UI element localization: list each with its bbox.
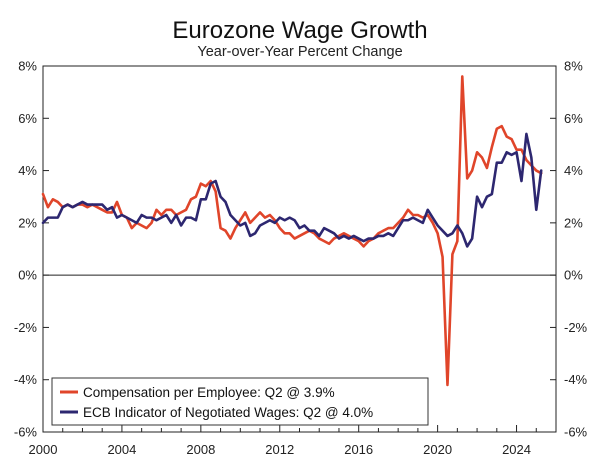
legend-label-negotiated-wages: ECB Indicator of Negotiated Wages: Q2 @ …	[83, 405, 373, 420]
x-tick-label: 2000	[29, 442, 58, 457]
legend-label-compensation: Compensation per Employee: Q2 @ 3.9%	[83, 385, 335, 400]
axes: -6% -6% -4% -4% -2% -2% 0% 0% 2% 2% 4% 4% 6% 6% 8% 8% 20…	[14, 59, 588, 458]
y-tick-label-right: -4%	[564, 372, 588, 387]
series-line-compensation	[41, 75, 543, 387]
y-tick-label-right: 2%	[564, 215, 583, 230]
series-line-negotiated-wages	[41, 132, 543, 248]
y-tick-label-right: 4%	[564, 163, 583, 178]
chart-subtitle: Year-over-Year Percent Change	[197, 44, 402, 60]
x-tick-label: 2024	[502, 442, 531, 457]
x-tick-label: 2016	[344, 442, 373, 457]
legend: Compensation per Employee: Q2 @ 3.9% ECB…	[51, 377, 429, 426]
y-tick-label-right: 8%	[564, 59, 583, 74]
x-tick-label: 2008	[186, 442, 215, 457]
y-tick-label-left: 4%	[18, 163, 37, 178]
y-tick-label-left: 6%	[18, 111, 37, 126]
y-tick-label-right: 6%	[564, 111, 583, 126]
chart-title: Eurozone Wage Growth	[172, 17, 427, 44]
y-tick-label-left: -4%	[14, 372, 38, 387]
y-tick-label-right: -2%	[564, 320, 588, 335]
y-tick-label-right: 0%	[564, 268, 583, 283]
legend-box	[51, 377, 429, 426]
x-tick-label: 2004	[107, 442, 136, 457]
x-tick-label: 2020	[423, 442, 452, 457]
y-tick-label-right: -6%	[564, 425, 588, 440]
y-tick-label-left: 0%	[18, 268, 37, 283]
y-tick-label-left: 2%	[18, 215, 37, 230]
y-tick-label-left: 8%	[18, 59, 37, 74]
series-layer	[41, 75, 543, 387]
y-tick-label-left: -6%	[14, 425, 38, 440]
y-tick-label-left: -2%	[14, 320, 38, 335]
x-tick-label: 2012	[265, 442, 294, 457]
plot-frame	[42, 65, 557, 433]
